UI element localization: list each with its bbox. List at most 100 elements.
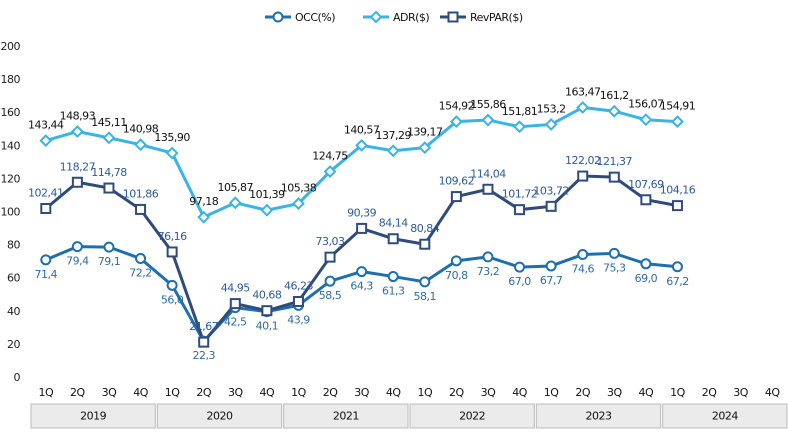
point	[419, 276, 431, 288]
point	[292, 197, 305, 211]
data-label: 80,84	[410, 222, 439, 235]
point	[71, 241, 83, 253]
point	[387, 233, 399, 245]
data-label: 105,38	[281, 182, 317, 195]
point	[481, 113, 495, 127]
data-label: 148,93	[60, 110, 96, 123]
data-label: 161,2	[600, 89, 629, 102]
point	[369, 10, 383, 24]
x-tick-label: 3Q	[607, 386, 622, 399]
point	[135, 253, 147, 265]
x-tick-label: 4Q	[765, 386, 780, 399]
data-label: 43,9	[287, 313, 310, 326]
point	[39, 134, 53, 148]
data-label: 79,4	[66, 255, 89, 268]
x-tick-label: 1Q	[291, 386, 306, 399]
data-label: 118,27	[60, 160, 96, 173]
data-label: 72,2	[129, 267, 152, 280]
point	[545, 200, 557, 212]
point	[165, 146, 179, 160]
point	[197, 210, 211, 224]
data-label: 70,8	[445, 269, 468, 282]
legend-item: ADR($)	[363, 10, 430, 24]
data-label: 114,04	[470, 167, 506, 180]
point	[356, 222, 368, 234]
data-label: 105,87	[218, 181, 254, 194]
x-tick-label: 2Q	[323, 386, 338, 399]
data-label: 22,3	[192, 349, 215, 362]
data-label: 71,4	[35, 268, 58, 281]
point	[355, 138, 369, 152]
data-label: 79,1	[98, 255, 121, 268]
point	[544, 118, 558, 131]
data-label: 102,41	[28, 187, 64, 200]
y-tick-label: 0	[14, 371, 21, 384]
data-label: 156,07	[628, 98, 664, 111]
year-label: 2020	[207, 410, 233, 423]
y-tick-label: 60	[7, 272, 20, 285]
point	[71, 176, 83, 188]
point	[450, 191, 462, 203]
year-label: 2019	[80, 410, 106, 423]
data-label: 155,86	[470, 98, 506, 111]
year-cell	[535, 403, 662, 429]
point	[671, 115, 684, 129]
point	[103, 241, 115, 253]
point	[545, 260, 557, 272]
point	[482, 183, 494, 195]
x-tick-label: 3Q	[733, 386, 748, 399]
y-tick-label: 100	[1, 206, 21, 219]
point	[447, 11, 459, 23]
point	[513, 120, 526, 134]
data-label: 121,37	[597, 155, 633, 168]
y-tick-label: 180	[1, 73, 21, 86]
point	[134, 138, 147, 152]
data-label: 145,11	[91, 116, 127, 129]
data-label: 101,39	[249, 188, 285, 201]
data-label: 56,0	[161, 293, 184, 306]
x-tick-label: 4Q	[639, 386, 654, 399]
point	[671, 200, 683, 212]
point	[103, 182, 115, 194]
data-label: 109,62	[439, 175, 475, 188]
data-label: 143,44	[28, 119, 64, 132]
point	[40, 254, 52, 266]
point	[292, 295, 304, 307]
x-tick-label: 2Q	[449, 386, 464, 399]
point	[640, 194, 652, 206]
data-label: 137,29	[375, 129, 411, 142]
point	[449, 115, 463, 129]
y-tick-label: 200	[1, 40, 21, 53]
data-label: 135,90	[154, 131, 190, 144]
data-label: 69,0	[635, 272, 658, 285]
x-tick-label: 2Q	[70, 386, 85, 399]
x-tick-label: 2Q	[196, 386, 211, 399]
point	[261, 305, 273, 317]
point	[40, 203, 52, 215]
data-label: 64,3	[350, 280, 373, 293]
data-label: 76,16	[158, 230, 187, 243]
x-tick-label: 3Q	[228, 386, 243, 399]
data-label: 58,1	[414, 290, 437, 303]
point	[607, 104, 621, 118]
data-label: 67,7	[540, 274, 563, 287]
point	[418, 141, 432, 155]
year-label: 2021	[333, 410, 359, 423]
year-label: 2022	[459, 410, 485, 423]
legend-label: OCC(%)	[295, 11, 335, 24]
y-tick-label: 160	[1, 106, 21, 119]
x-tick-label: 3Q	[102, 386, 117, 399]
data-label: 46,23	[284, 279, 313, 292]
y-tick-label: 20	[7, 338, 20, 351]
point	[640, 258, 652, 270]
x-tick-label: 3Q	[481, 386, 496, 399]
data-label: 101,86	[123, 187, 159, 200]
year-cell	[409, 403, 535, 429]
data-label: 107,69	[628, 178, 664, 191]
data-label: 75,3	[603, 261, 626, 274]
data-label: 140,57	[344, 123, 380, 136]
data-label: 151,81	[502, 105, 538, 118]
x-tick-label: 1Q	[544, 386, 559, 399]
point	[324, 275, 336, 287]
